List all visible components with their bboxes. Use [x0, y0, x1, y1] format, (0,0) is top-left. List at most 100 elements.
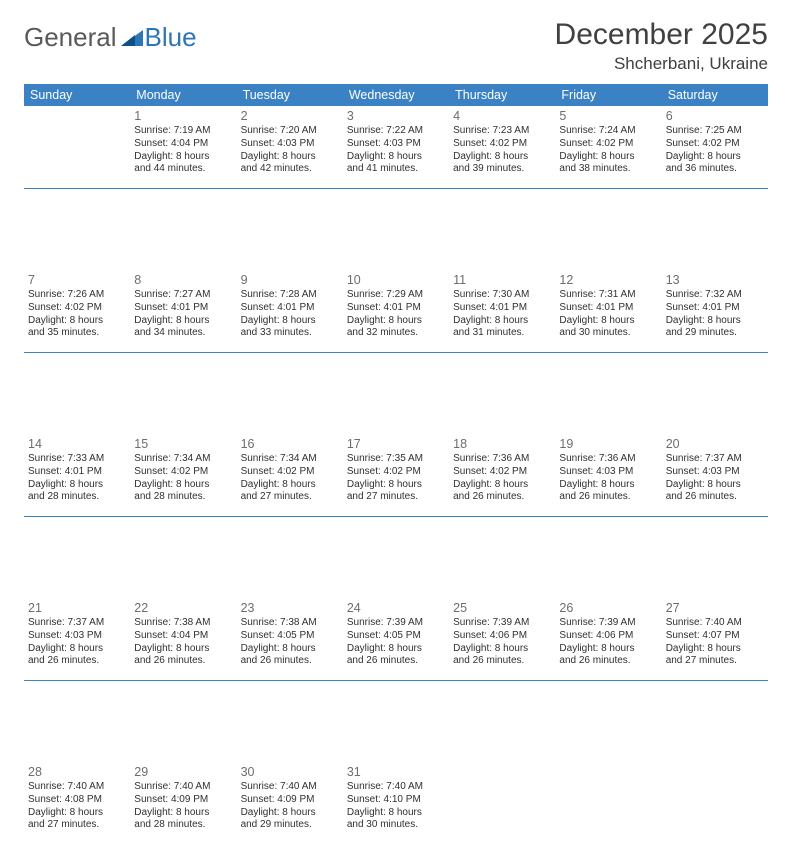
day-number: 16 [241, 436, 339, 452]
sunrise-text: Sunrise: 7:19 AM [134, 125, 232, 138]
day-number: 20 [666, 436, 764, 452]
day-cell: 2Sunrise: 7:20 AMSunset: 4:03 PMDaylight… [237, 106, 343, 188]
day-number: 14 [28, 436, 126, 452]
daylight-text: Daylight: 8 hours [666, 315, 764, 328]
daylight-text: Daylight: 8 hours [666, 151, 764, 164]
day-cell: 24Sunrise: 7:39 AMSunset: 4:05 PMDayligh… [343, 598, 449, 680]
day-cell: 7Sunrise: 7:26 AMSunset: 4:02 PMDaylight… [24, 270, 130, 352]
daylight-text: Daylight: 8 hours [28, 315, 126, 328]
sunset-text: Sunset: 4:02 PM [453, 466, 551, 479]
day-cell: 23Sunrise: 7:38 AMSunset: 4:05 PMDayligh… [237, 598, 343, 680]
day-number: 13 [666, 272, 764, 288]
week-separator [24, 680, 768, 762]
day-number: 2 [241, 108, 339, 124]
daylight-text: Daylight: 8 hours [134, 315, 232, 328]
daylight-text: and 26 minutes. [453, 491, 551, 504]
sunset-text: Sunset: 4:06 PM [453, 630, 551, 643]
day-number: 8 [134, 272, 232, 288]
daylight-text: Daylight: 8 hours [134, 643, 232, 656]
daylight-text: and 29 minutes. [666, 327, 764, 340]
sunrise-text: Sunrise: 7:39 AM [347, 617, 445, 630]
day-number: 10 [347, 272, 445, 288]
page-header: General Blue December 2025 Shcherbani, U… [24, 18, 768, 74]
daylight-text: Daylight: 8 hours [347, 315, 445, 328]
sunrise-text: Sunrise: 7:22 AM [347, 125, 445, 138]
sunset-text: Sunset: 4:02 PM [28, 302, 126, 315]
day-cell: 28Sunrise: 7:40 AMSunset: 4:08 PMDayligh… [24, 762, 130, 844]
daylight-text: Daylight: 8 hours [453, 151, 551, 164]
day-number: 1 [134, 108, 232, 124]
sunset-text: Sunset: 4:04 PM [134, 138, 232, 151]
sunset-text: Sunset: 4:07 PM [666, 630, 764, 643]
weekday-header: Tuesday [237, 84, 343, 106]
daylight-text: Daylight: 8 hours [134, 807, 232, 820]
daylight-text: and 26 minutes. [134, 655, 232, 668]
day-cell: 9Sunrise: 7:28 AMSunset: 4:01 PMDaylight… [237, 270, 343, 352]
sunset-text: Sunset: 4:01 PM [241, 302, 339, 315]
calendar-table: SundayMondayTuesdayWednesdayThursdayFrid… [24, 84, 768, 844]
daylight-text: Daylight: 8 hours [241, 479, 339, 492]
sunrise-text: Sunrise: 7:26 AM [28, 289, 126, 302]
daylight-text: and 26 minutes. [559, 655, 657, 668]
sunset-text: Sunset: 4:02 PM [666, 138, 764, 151]
day-cell [24, 106, 130, 188]
sunset-text: Sunset: 4:03 PM [28, 630, 126, 643]
day-cell [449, 762, 555, 844]
sunset-text: Sunset: 4:01 PM [134, 302, 232, 315]
day-cell: 22Sunrise: 7:38 AMSunset: 4:04 PMDayligh… [130, 598, 236, 680]
day-number: 27 [666, 600, 764, 616]
day-number: 5 [559, 108, 657, 124]
sunset-text: Sunset: 4:01 PM [666, 302, 764, 315]
sunrise-text: Sunrise: 7:34 AM [241, 453, 339, 466]
sunrise-text: Sunrise: 7:25 AM [666, 125, 764, 138]
day-number: 24 [347, 600, 445, 616]
day-cell: 25Sunrise: 7:39 AMSunset: 4:06 PMDayligh… [449, 598, 555, 680]
daylight-text: and 27 minutes. [241, 491, 339, 504]
sunset-text: Sunset: 4:03 PM [241, 138, 339, 151]
day-cell: 10Sunrise: 7:29 AMSunset: 4:01 PMDayligh… [343, 270, 449, 352]
day-cell: 3Sunrise: 7:22 AMSunset: 4:03 PMDaylight… [343, 106, 449, 188]
weekday-header: Saturday [662, 84, 768, 106]
sunrise-text: Sunrise: 7:30 AM [453, 289, 551, 302]
sunrise-text: Sunrise: 7:36 AM [559, 453, 657, 466]
daylight-text: and 44 minutes. [134, 163, 232, 176]
daylight-text: and 34 minutes. [134, 327, 232, 340]
sunset-text: Sunset: 4:02 PM [453, 138, 551, 151]
day-number: 21 [28, 600, 126, 616]
daylight-text: and 36 minutes. [666, 163, 764, 176]
weekday-header: Wednesday [343, 84, 449, 106]
day-cell: 31Sunrise: 7:40 AMSunset: 4:10 PMDayligh… [343, 762, 449, 844]
sunrise-text: Sunrise: 7:40 AM [28, 781, 126, 794]
daylight-text: Daylight: 8 hours [28, 807, 126, 820]
day-number: 12 [559, 272, 657, 288]
daylight-text: Daylight: 8 hours [241, 315, 339, 328]
sunrise-text: Sunrise: 7:37 AM [28, 617, 126, 630]
day-cell: 8Sunrise: 7:27 AMSunset: 4:01 PMDaylight… [130, 270, 236, 352]
week-separator [24, 188, 768, 270]
daylight-text: and 39 minutes. [453, 163, 551, 176]
daylight-text: Daylight: 8 hours [666, 643, 764, 656]
sunrise-text: Sunrise: 7:37 AM [666, 453, 764, 466]
sunrise-text: Sunrise: 7:34 AM [134, 453, 232, 466]
sunset-text: Sunset: 4:02 PM [347, 466, 445, 479]
daylight-text: Daylight: 8 hours [241, 643, 339, 656]
day-cell: 14Sunrise: 7:33 AMSunset: 4:01 PMDayligh… [24, 434, 130, 516]
day-number: 3 [347, 108, 445, 124]
sunrise-text: Sunrise: 7:38 AM [134, 617, 232, 630]
day-cell: 6Sunrise: 7:25 AMSunset: 4:02 PMDaylight… [662, 106, 768, 188]
sunset-text: Sunset: 4:04 PM [134, 630, 232, 643]
daylight-text: Daylight: 8 hours [28, 479, 126, 492]
sunset-text: Sunset: 4:03 PM [347, 138, 445, 151]
calendar-thead: SundayMondayTuesdayWednesdayThursdayFrid… [24, 84, 768, 106]
day-cell: 11Sunrise: 7:30 AMSunset: 4:01 PMDayligh… [449, 270, 555, 352]
title-block: December 2025 Shcherbani, Ukraine [555, 18, 768, 74]
day-number: 25 [453, 600, 551, 616]
day-number: 26 [559, 600, 657, 616]
daylight-text: Daylight: 8 hours [559, 315, 657, 328]
day-number: 11 [453, 272, 551, 288]
triangle-icon [121, 22, 143, 53]
daylight-text: Daylight: 8 hours [347, 643, 445, 656]
daylight-text: Daylight: 8 hours [453, 315, 551, 328]
daylight-text: and 30 minutes. [347, 819, 445, 832]
daylight-text: and 31 minutes. [453, 327, 551, 340]
